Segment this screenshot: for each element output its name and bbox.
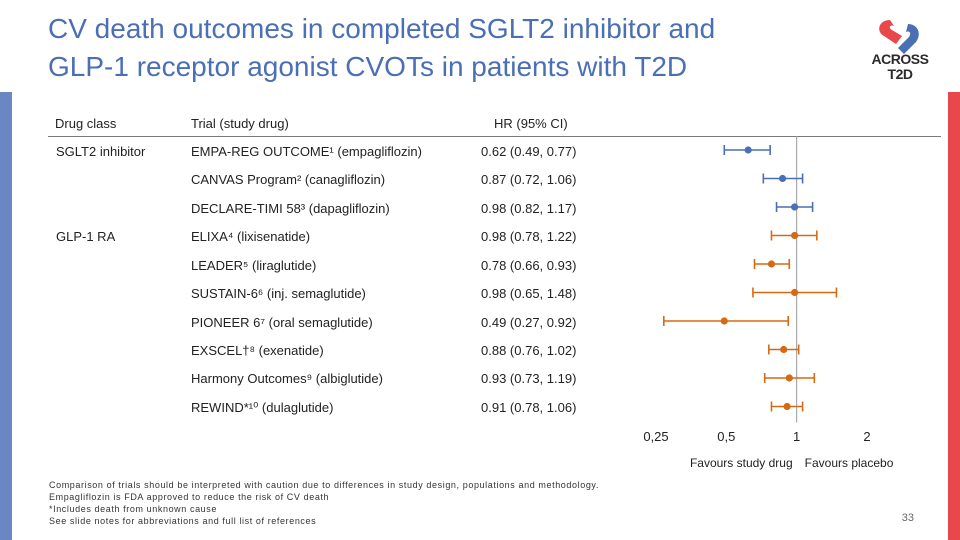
- page-number: 33: [901, 512, 914, 524]
- hr-value: 0.88 (0.76, 1.02): [481, 343, 577, 358]
- trial-name: ELIXA⁴ (lixisenatide): [191, 229, 311, 244]
- x-tick-label: 1: [793, 429, 800, 444]
- trial-name: Harmony Outcomes⁹ (albiglutide): [191, 371, 383, 386]
- title-line-2: GLP‑1 receptor agonist CVOTs in patients…: [48, 51, 688, 82]
- footnote-references: See slide notes for abbreviations and fu…: [49, 516, 317, 526]
- hr-point: [791, 231, 799, 240]
- hr-point: [720, 317, 728, 325]
- hr-point: [778, 174, 787, 183]
- header-trial: Trial (study drug): [191, 116, 289, 131]
- hr-point: [791, 288, 799, 297]
- trial-name: DECLARE-TIMI 58³ (dapagliflozin): [191, 201, 390, 216]
- left-accent-bar: [0, 92, 12, 540]
- logo-text-line-2: T2D: [887, 66, 913, 82]
- trial-name: EXSCEL†⁸ (exenatide): [191, 343, 324, 358]
- hr-value: 0.98 (0.82, 1.17): [481, 201, 577, 216]
- hr-point: [744, 146, 752, 154]
- header-divider: [48, 136, 941, 137]
- hr-point: [783, 402, 791, 411]
- hr-value: 0.93 (0.73, 1.19): [481, 371, 577, 386]
- hr-value: 0.98 (0.78, 1.22): [481, 229, 577, 244]
- hr-value: 0.87 (0.72, 1.06): [481, 172, 577, 187]
- hr-value: 0.98 (0.65, 1.48): [481, 286, 577, 301]
- across-t2d-logo-icon: [879, 20, 919, 54]
- header-hr: HR (95% CI): [494, 116, 568, 131]
- hr-value: 0.49 (0.27, 0.92): [481, 315, 577, 330]
- hr-value: 0.78 (0.66, 0.93): [481, 258, 577, 273]
- trial-name: LEADER⁵ (liraglutide): [191, 258, 317, 273]
- hr-value: 0.62 (0.49, 0.77): [481, 144, 577, 159]
- hr-point: [791, 203, 799, 211]
- x-tick-label: 0,5: [717, 429, 735, 444]
- x-tick-label: 0,25: [643, 429, 668, 444]
- header-drug-class: Drug class: [55, 116, 117, 131]
- x-tick-label: 2: [863, 429, 870, 444]
- logo-text: ACROSS T2D: [866, 52, 934, 82]
- trial-name: EMPA-REG OUTCOME¹ (empagliflozin): [191, 144, 422, 159]
- trial-name: REWIND*¹⁰ (dulaglutide): [191, 400, 334, 415]
- drug-class-glp1: GLP-1 RA: [56, 229, 116, 244]
- trial-name: PIONEER 6⁷ (oral semaglutide): [191, 315, 373, 330]
- footnote-fda: Empagliflozin is FDA approved to reduce …: [49, 492, 330, 502]
- trial-name: CANVAS Program² (canagliflozin): [191, 172, 386, 187]
- slide-title: CV death outcomes in completed SGLT2 inh…: [48, 10, 848, 86]
- footnote-caution: Comparison of trials should be interpret…: [49, 480, 599, 490]
- drug-class-sglt2: SGLT2 inhibitor: [56, 144, 146, 159]
- hr-point: [785, 374, 793, 382]
- hr-point: [780, 345, 788, 354]
- title-line-1: CV death outcomes in completed SGLT2 inh…: [48, 13, 716, 44]
- favours-placebo-label: Favours placebo: [805, 456, 894, 470]
- trial-name: SUSTAIN-6⁶ (inj. semaglutide): [191, 286, 366, 301]
- right-accent-bar: [948, 92, 960, 540]
- footnote-unknown-cause: *Includes death from unknown cause: [49, 504, 217, 514]
- hr-value: 0.91 (0.78, 1.06): [481, 400, 577, 415]
- logo-text-line-1: ACROSS: [871, 51, 929, 67]
- hr-point: [767, 260, 776, 268]
- favours-study-drug-label: Favours study drug: [690, 456, 793, 470]
